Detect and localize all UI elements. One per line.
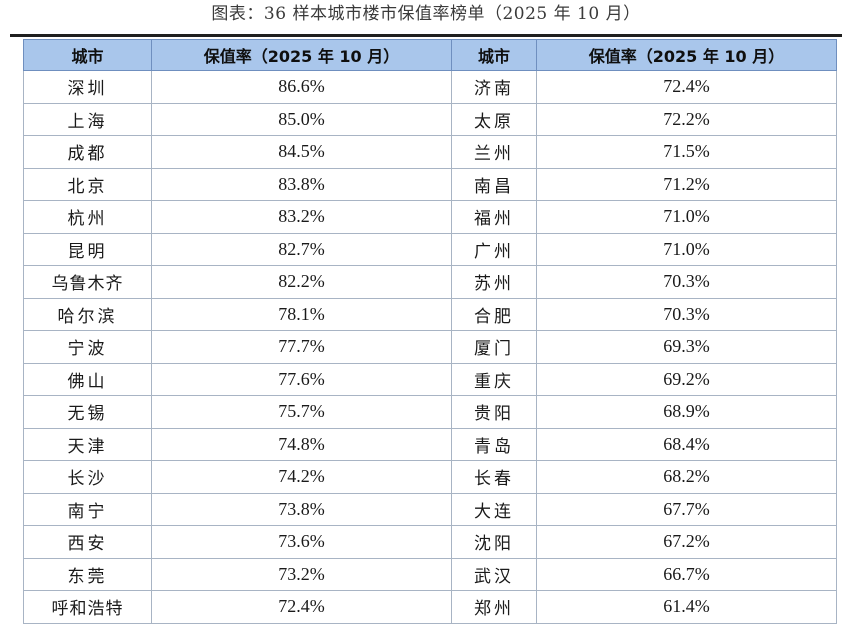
table-row: 宁波 77.7% 厦门 69.3% [23,330,837,364]
table-row: 东莞 73.2% 武汉 66.7% [23,557,837,591]
rate-left-cell: 73.6% [151,525,452,559]
table-row: 北京 83.8% 南昌 71.2% [23,167,837,201]
city-right-cell: 太原 [451,102,537,136]
table-row: 哈尔滨 78.1% 合肥 70.3% [23,297,837,331]
city-right-cell: 武汉 [451,557,537,591]
city-left-cell: 杭州 [23,200,152,234]
table-row: 呼和浩特 72.4% 郑州 61.4% [23,590,837,624]
city-right-cell: 兰州 [451,135,537,169]
rate-right-cell: 68.4% [536,427,837,461]
city-left-cell: 无锡 [23,395,152,429]
city-left-cell: 成都 [23,135,152,169]
city-left-cell: 西安 [23,525,152,559]
city-left-cell: 北京 [23,167,152,201]
city-right-cell: 沈阳 [451,525,537,559]
rate-left-cell: 84.5% [151,135,452,169]
header-city-left: 城市 [23,39,152,71]
city-right-cell: 厦门 [451,330,537,364]
rate-right-cell: 71.5% [536,135,837,169]
top-rule [10,34,842,37]
city-left-cell: 南宁 [23,492,152,526]
rate-right-cell: 66.7% [536,557,837,591]
rate-left-cell: 85.0% [151,102,452,136]
rate-right-cell: 69.3% [536,330,837,364]
table-row: 无锡 75.7% 贵阳 68.9% [23,395,837,429]
rate-right-cell: 68.2% [536,460,837,494]
header-row: 城市 保值率（2025 年 10 月） 城市 保值率（2025 年 10 月） [23,39,837,71]
city-right-cell: 贵阳 [451,395,537,429]
header-rate-right: 保值率（2025 年 10 月） [536,39,837,71]
city-right-cell: 青岛 [451,427,537,461]
rate-right-cell: 71.0% [536,232,837,266]
city-left-cell: 深圳 [23,70,152,104]
rate-right-cell: 71.2% [536,167,837,201]
rate-left-cell: 72.4% [151,590,452,624]
rate-right-cell: 70.3% [536,265,837,299]
city-left-cell: 佛山 [23,362,152,396]
header-city-right: 城市 [451,39,537,71]
city-left-cell: 哈尔滨 [23,297,152,331]
city-right-cell: 南昌 [451,167,537,201]
rate-left-cell: 82.2% [151,265,452,299]
city-right-cell: 广州 [451,232,537,266]
rate-left-cell: 73.8% [151,492,452,526]
city-left-cell: 上海 [23,102,152,136]
rate-right-cell: 61.4% [536,590,837,624]
city-left-cell: 宁波 [23,330,152,364]
table-row: 佛山 77.6% 重庆 69.2% [23,362,837,396]
city-right-cell: 长春 [451,460,537,494]
city-right-cell: 福州 [451,200,537,234]
city-left-cell: 呼和浩特 [23,590,152,624]
table-row: 天津 74.8% 青岛 68.4% [23,427,837,461]
city-left-cell: 长沙 [23,460,152,494]
rate-right-cell: 72.4% [536,70,837,104]
rate-left-cell: 78.1% [151,297,452,331]
rate-right-cell: 70.3% [536,297,837,331]
city-right-cell: 合肥 [451,297,537,331]
city-right-cell: 大连 [451,492,537,526]
header-rate-left: 保值率（2025 年 10 月） [151,39,452,71]
city-left-cell: 昆明 [23,232,152,266]
rate-left-cell: 86.6% [151,70,452,104]
table-row: 长沙 74.2% 长春 68.2% [23,460,837,494]
rate-right-cell: 72.2% [536,102,837,136]
rate-left-cell: 77.7% [151,330,452,364]
rate-left-cell: 83.8% [151,167,452,201]
city-left-cell: 乌鲁木齐 [23,265,152,299]
rate-left-cell: 77.6% [151,362,452,396]
table-row: 昆明 82.7% 广州 71.0% [23,232,837,266]
city-right-cell: 济南 [451,70,537,104]
table-body: 深圳 86.6% 济南 72.4% 上海 85.0% 太原 72.2% 成都 84.5% 兰州 71.… [23,70,837,624]
rate-right-cell: 68.9% [536,395,837,429]
rate-right-cell: 67.7% [536,492,837,526]
city-left-cell: 天津 [23,427,152,461]
rate-right-cell: 69.2% [536,362,837,396]
city-right-cell: 郑州 [451,590,537,624]
table-row: 上海 85.0% 太原 72.2% [23,102,837,136]
rate-right-cell: 71.0% [536,200,837,234]
table-row: 深圳 86.6% 济南 72.4% [23,70,837,104]
city-right-cell: 苏州 [451,265,537,299]
rate-left-cell: 83.2% [151,200,452,234]
rate-left-cell: 74.2% [151,460,452,494]
rate-left-cell: 75.7% [151,395,452,429]
rate-left-cell: 82.7% [151,232,452,266]
table-caption: 图表：36 样本城市楼市保值率榜单（2025 年 10 月） [211,4,641,24]
table-row: 杭州 83.2% 福州 71.0% [23,200,837,234]
rate-right-cell: 67.2% [536,525,837,559]
table-row: 西安 73.6% 沈阳 67.2% [23,525,837,559]
table-row: 成都 84.5% 兰州 71.5% [23,135,837,169]
rate-left-cell: 74.8% [151,427,452,461]
city-right-cell: 重庆 [451,362,537,396]
table-row: 南宁 73.8% 大连 67.7% [23,492,837,526]
city-left-cell: 东莞 [23,557,152,591]
rate-left-cell: 73.2% [151,557,452,591]
table-row: 乌鲁木齐 82.2% 苏州 70.3% [23,265,837,299]
ranking-table: 城市 保值率（2025 年 10 月） 城市 保值率（2025 年 10 月） … [23,39,837,624]
